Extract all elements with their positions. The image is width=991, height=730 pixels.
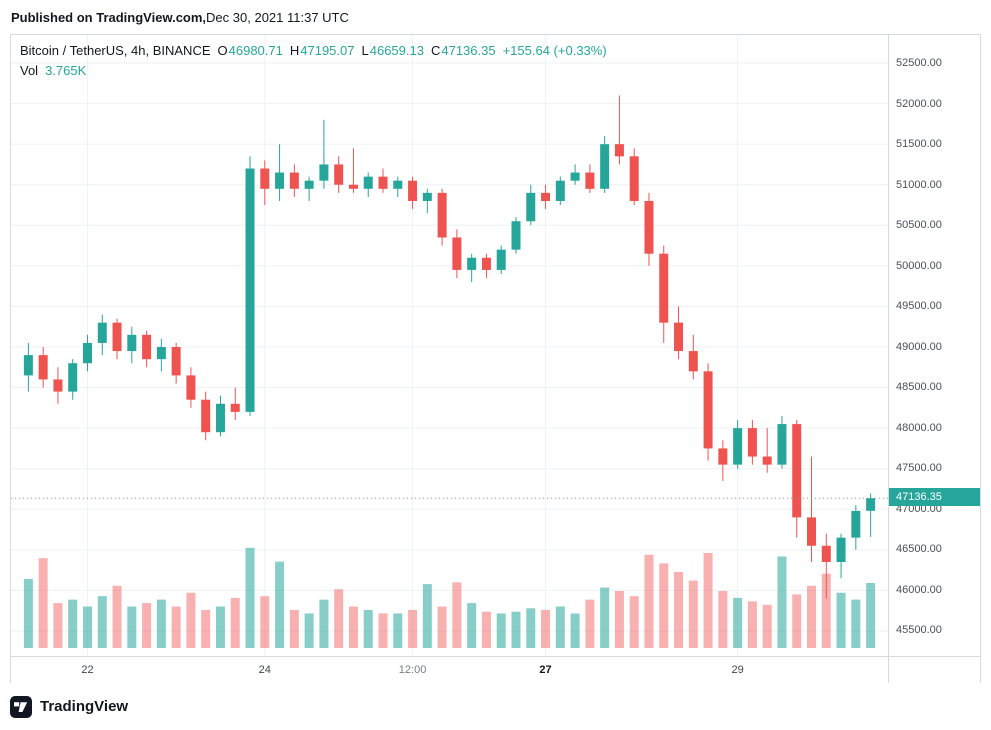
chart-pane[interactable]: Bitcoin / TetherUS, 4h, BINANCE O46980.7… <box>11 35 888 656</box>
price-axis-label: 51500.00 <box>896 138 942 150</box>
candlestick-chart[interactable] <box>11 35 888 656</box>
close-value: C47136.35 <box>430 43 496 58</box>
legend-volume-row: Vol 3.765K <box>20 61 607 81</box>
price-axis-label: 46500.00 <box>896 543 942 555</box>
tradingview-logo-icon[interactable] <box>10 695 32 718</box>
last-price-text: 47136.35 <box>896 491 942 504</box>
symbol-title[interactable]: Bitcoin / TetherUS, 4h, BINANCE <box>20 43 211 58</box>
footer: TradingView <box>0 683 991 730</box>
price-axis-label: 50500.00 <box>896 219 942 231</box>
legend-ohlc-row: Bitcoin / TetherUS, 4h, BINANCE O46980.7… <box>20 41 607 61</box>
last-price-tag: 47136.35 <box>889 488 980 507</box>
published-site-text: Published on TradingView.com, <box>11 9 207 25</box>
published-date-text: Dec 30, 2021 11:37 UTC <box>206 9 349 25</box>
time-axis-label: 12:00 <box>398 664 427 676</box>
price-axis-label: 46000.00 <box>896 583 942 596</box>
time-axis-label: 22 <box>81 664 94 676</box>
time-axis[interactable]: 22 24 12:00 27 29 <box>11 656 888 684</box>
chart-widget: Bitcoin / TetherUS, 4h, BINANCE O46980.7… <box>10 34 981 685</box>
axis-corner <box>888 656 980 684</box>
time-axis-label: 29 <box>731 664 744 676</box>
price-axis-label: 51000.00 <box>896 178 942 191</box>
price-axis-label: 49500.00 <box>896 300 942 312</box>
price-axis-label: 49000.00 <box>896 340 942 353</box>
price-axis-label: 50000.00 <box>896 259 942 272</box>
price-axis-label: 45500.00 <box>896 624 942 636</box>
price-axis-label: 52500.00 <box>896 57 942 69</box>
time-axis-label: 27 <box>539 664 552 676</box>
price-axis-label: 48500.00 <box>896 381 942 393</box>
volume-label: Vol <box>20 63 39 78</box>
price-axis-label: 52000.00 <box>896 97 942 110</box>
price-axis[interactable]: 47136.35 52500.00 52000.00 51500.00 51000.0… <box>888 35 980 656</box>
time-axis-label: 24 <box>258 664 271 676</box>
chart-legend: Bitcoin / TetherUS, 4h, BINANCE O46980.7… <box>20 41 607 81</box>
tradingview-brand-link[interactable]: TradingView <box>40 698 129 715</box>
price-axis-label: 48000.00 <box>896 421 942 434</box>
open-value: O46980.71 <box>217 43 283 58</box>
price-axis-label: 47500.00 <box>896 462 942 474</box>
published-bar: Published on TradingView.com, Dec 30, 20… <box>0 0 991 34</box>
low-value: L46659.13 <box>361 43 424 58</box>
high-value: H47195.07 <box>289 43 355 58</box>
change-value: +155.64 (+0.33%) <box>502 43 607 58</box>
volume-value: 3.765K <box>45 63 87 78</box>
